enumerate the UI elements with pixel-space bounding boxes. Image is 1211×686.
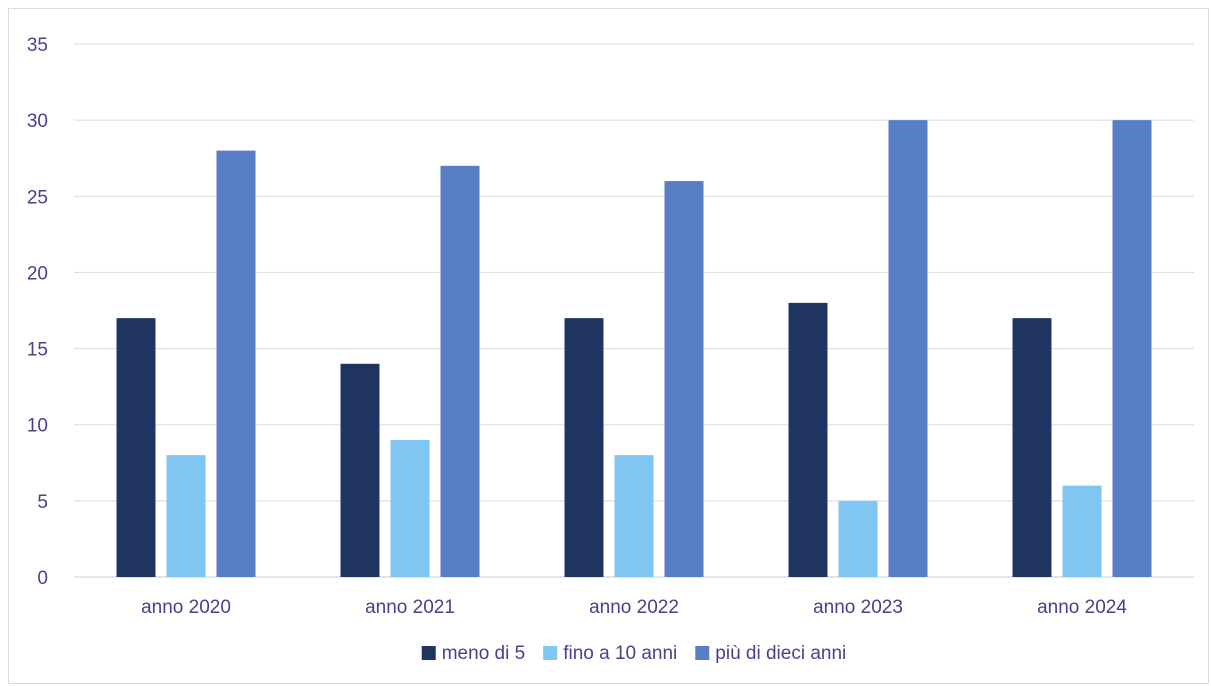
bar-meno-di-5-anno-2024	[1012, 318, 1052, 577]
bar-meno-di-5-anno-2020	[116, 318, 156, 577]
legend-swatch	[543, 646, 558, 660]
bars	[116, 120, 1152, 578]
bar-fino-a-10-anni-anno-2020	[166, 455, 206, 577]
chart-frame	[8, 8, 1209, 684]
x-category-label: anno 2023	[813, 597, 903, 618]
x-axis: anno 2020 anno 2021 anno 2022 anno 2023 anno…	[141, 597, 1127, 618]
y-tick-label: 5	[37, 492, 48, 513]
y-tick-label: 10	[27, 416, 48, 437]
bar-più-di-dieci-anni-anno-2023	[888, 120, 928, 578]
x-category-label: anno 2022	[589, 597, 679, 618]
legend-label: fino a 10 anni	[563, 643, 677, 664]
legend-label: meno di 5	[442, 643, 525, 664]
y-tick-label: 25	[27, 187, 48, 208]
bar-più-di-dieci-anni-anno-2022	[664, 181, 704, 578]
bar-più-di-dieci-anni-anno-2024	[1112, 120, 1152, 578]
legend: meno di 5 fino a 10 anni più di dieci anni	[421, 643, 846, 664]
bar-fino-a-10-anni-anno-2024	[1062, 485, 1102, 577]
legend-label: più di dieci anni	[715, 643, 846, 664]
bar-meno-di-5-anno-2022	[564, 318, 604, 577]
gridlines	[74, 43, 1194, 578]
bar-fino-a-10-anni-anno-2022	[614, 455, 654, 577]
y-axis: 0 5 10 15 20 25 30 35	[27, 35, 48, 589]
bar-meno-di-5-anno-2021	[340, 363, 380, 577]
y-tick-label: 0	[37, 568, 48, 589]
y-tick-label: 30	[27, 111, 48, 132]
bar-più-di-dieci-anni-anno-2021	[440, 165, 480, 578]
x-category-label: anno 2021	[365, 597, 455, 618]
y-tick-label: 20	[27, 263, 48, 284]
bar-più-di-dieci-anni-anno-2020	[216, 150, 256, 577]
bar-fino-a-10-anni-anno-2023	[838, 500, 878, 577]
x-category-label: anno 2020	[141, 597, 231, 618]
y-tick-label: 35	[27, 35, 48, 56]
x-category-label: anno 2024	[1037, 597, 1127, 618]
y-tick-label: 15	[27, 340, 48, 361]
bar-fino-a-10-anni-anno-2021	[390, 439, 430, 577]
legend-swatch	[421, 646, 436, 660]
legend-swatch	[695, 646, 710, 660]
bar-meno-di-5-anno-2023	[788, 302, 828, 577]
